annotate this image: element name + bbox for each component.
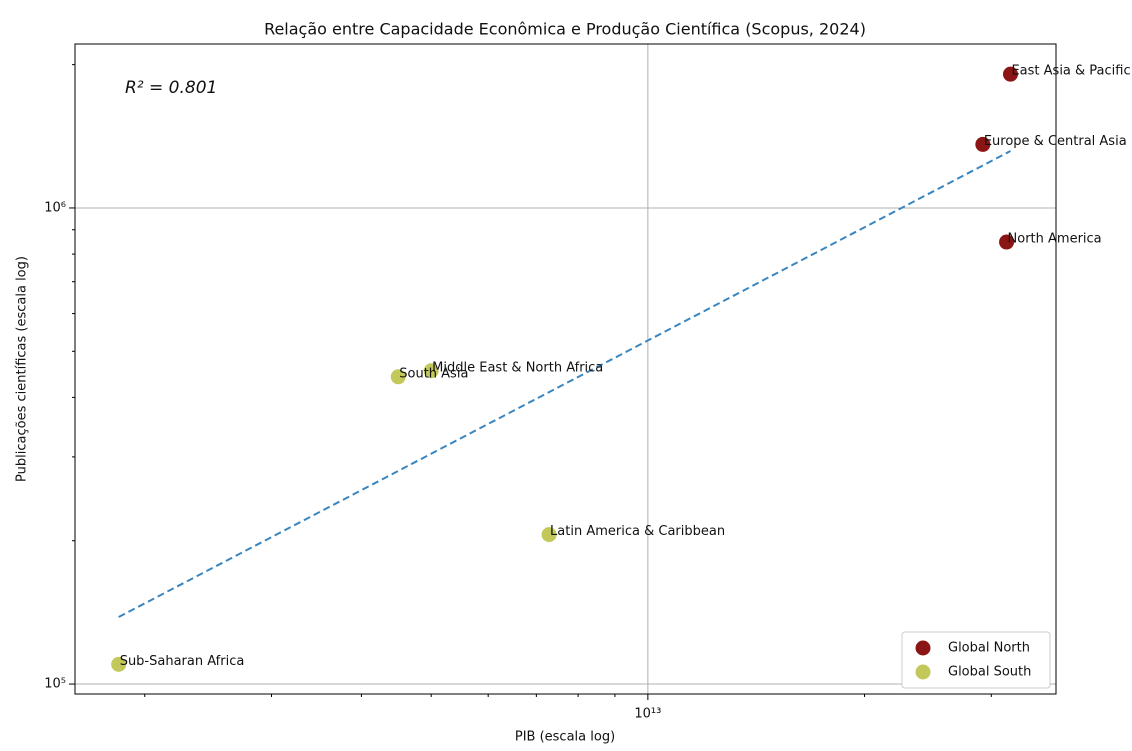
point [390,369,406,385]
point [111,656,127,672]
legend-box [901,631,1051,689]
y-axis-label: Publicações científicas (escala log) [15,256,30,482]
point-label: South Asia [399,366,468,381]
point [423,363,439,379]
x-axis-label: PIB (escala log) [515,730,615,745]
point-label: Middle East & North Africa [432,360,603,375]
point-label: Sub-Saharan Africa [120,654,245,669]
y-tick-label: 10⁵ [44,677,66,692]
legend-marker [915,640,931,656]
plot-frame [74,43,1057,695]
annotation: R² = 0.801 [125,78,217,98]
point-label: Latin America & Caribbean [550,524,725,539]
legend-marker [915,664,931,680]
x-tick-label: 10¹³ [634,707,661,722]
point-label: East Asia & Pacific [1011,64,1130,79]
legend-label: Global South [948,665,1031,680]
point-label: Europe & Central Asia [984,134,1127,149]
point [975,136,991,152]
chart-title: Relação entre Capacidade Econômica e Pro… [264,20,866,39]
point [541,527,557,543]
point [999,234,1015,250]
trend-line [118,150,1011,618]
legend-label: Global North [948,641,1030,656]
y-tick-label: 10⁶ [44,200,66,215]
point-label: North America [1008,232,1102,247]
point [1002,66,1018,82]
